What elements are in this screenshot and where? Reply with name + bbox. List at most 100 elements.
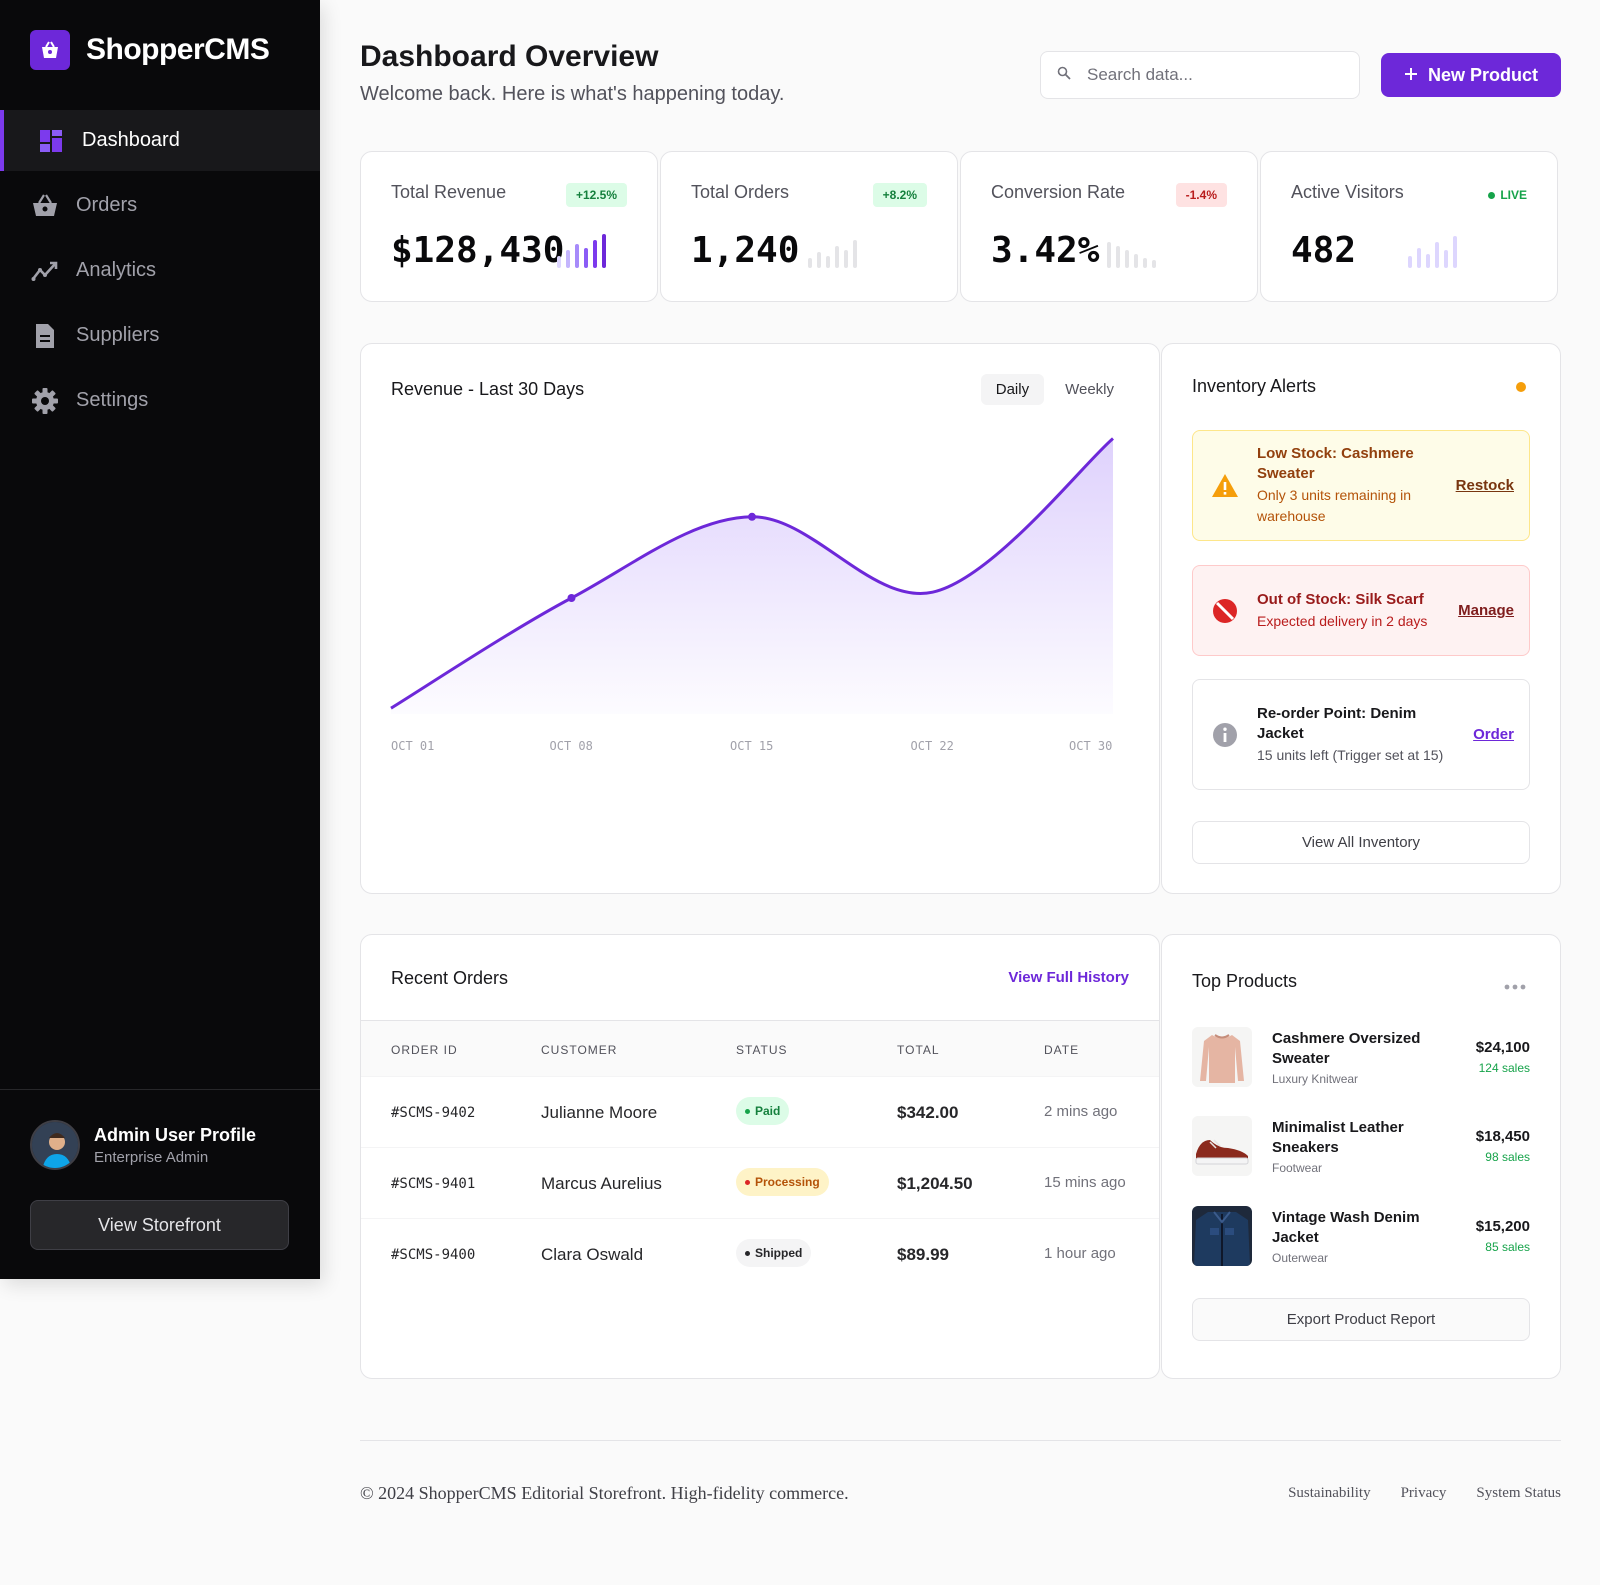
alert-indicator-dot — [1516, 382, 1526, 392]
brand[interactable]: ShopperCMS — [30, 30, 270, 70]
toggle-daily[interactable]: Daily — [980, 374, 1045, 405]
blocked-icon — [1211, 597, 1239, 625]
sidebar-item-orders[interactable]: Orders — [0, 175, 320, 236]
search-input[interactable] — [1087, 65, 1327, 85]
product-revenue: $15,200 — [1475, 1218, 1530, 1235]
denim-jacket-image — [1192, 1206, 1252, 1266]
stat-card-total-revenue: Total Revenue +12.5% $128,430 — [360, 151, 658, 302]
sidebar-item-dashboard[interactable]: Dashboard — [0, 110, 320, 171]
new-product-button[interactable]: New Product — [1381, 53, 1561, 97]
stat-value: 482 — [1291, 230, 1357, 271]
manage-link[interactable]: Manage — [1458, 602, 1514, 619]
product-sales: 124 sales — [1478, 1061, 1530, 1075]
export-product-report-button[interactable]: Export Product Report — [1192, 1298, 1530, 1341]
x-tick-label: OCT 22 — [910, 739, 954, 753]
gear-icon — [30, 386, 60, 416]
order-id: #SCMS-9401 — [391, 1176, 476, 1192]
search-icon — [1057, 66, 1071, 85]
sidebar-item-settings[interactable]: Settings — [0, 370, 320, 431]
footer-copyright: © 2024 ShopperCMS Editorial Storefront. … — [360, 1483, 849, 1503]
column-header: CUSTOMER — [541, 1043, 618, 1057]
sidebar-item-analytics[interactable]: Analytics — [0, 240, 320, 301]
table-row[interactable]: #SCMS-9402 Julianne Moore Paid $342.00 2… — [361, 1077, 1159, 1148]
footer-links: Sustainability Privacy System Status — [1288, 1485, 1561, 1502]
stat-label: Conversion Rate — [991, 182, 1126, 202]
footer-link-privacy[interactable]: Privacy — [1400, 1485, 1447, 1501]
sidebar-item-suppliers[interactable]: Suppliers — [0, 305, 320, 366]
live-dot-icon — [1488, 191, 1496, 199]
restock-link[interactable]: Restock — [1455, 477, 1514, 494]
customer-name: Julianne Moore — [541, 1103, 658, 1122]
live-label: LIVE — [1500, 188, 1527, 202]
view-all-inventory-button[interactable]: View All Inventory — [1192, 821, 1530, 864]
new-product-label: New Product — [1427, 64, 1538, 85]
alert-out-of-stock: Out of Stock: Silk Scarf Expected delive… — [1192, 565, 1530, 656]
footer-link-sustainability[interactable]: Sustainability — [1288, 1485, 1371, 1501]
stat-badge: +8.2% — [872, 183, 927, 207]
top-products-title: Top Products — [1192, 971, 1298, 991]
alert-title: Out of Stock: Silk Scarf — [1257, 590, 1424, 608]
recent-orders-card: Recent Orders View Full History ORDER ID… — [360, 934, 1160, 1379]
product-revenue: $24,100 — [1475, 1039, 1530, 1056]
product-item[interactable]: Minimalist Leather Sneakers Footwear $18… — [1192, 1115, 1530, 1177]
dashboard-icon — [36, 126, 66, 156]
order-total: $1,204.50 — [897, 1174, 973, 1193]
sidebar-nav: Dashboard Orders Analytics Suppliers Set… — [0, 110, 320, 435]
sparkline — [557, 232, 606, 268]
status-badge: Processing — [736, 1168, 829, 1196]
stat-value: 1,240 — [691, 230, 800, 271]
sidebar-footer: Admin User Profile Enterprise Admin View… — [0, 1089, 320, 1280]
stat-value: 3.42% — [991, 230, 1100, 271]
sparkline — [1408, 232, 1457, 268]
sweater-image — [1192, 1027, 1252, 1087]
page-title: Dashboard Overview — [360, 40, 659, 73]
stat-badge: -1.4% — [1175, 183, 1227, 207]
more-options-icon[interactable] — [1504, 977, 1526, 995]
alert-description: Expected delivery in 2 days — [1257, 612, 1428, 629]
table-row[interactable]: #SCMS-9400 Clara Oswald Shipped $89.99 1… — [361, 1219, 1159, 1290]
column-header: ORDER ID — [391, 1043, 458, 1057]
data-point[interactable] — [567, 594, 576, 602]
product-item[interactable]: Vintage Wash Denim Jacket Outerwear $15,… — [1192, 1205, 1530, 1267]
order-link[interactable]: Order — [1473, 726, 1514, 743]
sparkline — [1107, 232, 1156, 268]
sidebar-item-label: Suppliers — [76, 324, 160, 346]
stat-card-active-visitors: Active Visitors LIVE 482 — [1260, 151, 1558, 302]
product-category: Footwear — [1272, 1160, 1323, 1175]
x-tick-label: OCT 15 — [730, 739, 774, 753]
stat-label: Total Revenue — [391, 182, 507, 202]
order-id: #SCMS-9402 — [391, 1105, 476, 1121]
inventory-alerts-card: Inventory Alerts Low Stock: Cashmere Swe… — [1161, 343, 1561, 894]
order-date: 2 mins ago — [1044, 1103, 1118, 1120]
product-category: Outerwear — [1272, 1250, 1329, 1265]
revenue-chart-title: Revenue - Last 30 Days — [391, 379, 585, 399]
product-revenue: $18,450 — [1475, 1128, 1530, 1145]
table-row[interactable]: #SCMS-9401 Marcus Aurelius Processing $1… — [361, 1148, 1159, 1219]
order-total: $89.99 — [897, 1245, 949, 1264]
toggle-weekly[interactable]: Weekly — [1065, 381, 1114, 398]
recent-orders-title: Recent Orders — [391, 968, 509, 988]
data-point[interactable] — [748, 512, 756, 521]
product-name: Minimalist Leather Sneakers — [1272, 1118, 1404, 1156]
sidebar-item-label: Dashboard — [82, 129, 180, 151]
revenue-area-fill — [391, 438, 1113, 714]
search-box[interactable] — [1040, 51, 1360, 99]
sidebar-item-label: Settings — [76, 389, 149, 411]
status-badge: Shipped — [736, 1239, 812, 1267]
product-item[interactable]: Cashmere Oversized Sweater Luxury Knitwe… — [1192, 1026, 1530, 1088]
info-icon — [1211, 721, 1239, 749]
sidebar: ShopperCMS Dashboard Orders Analytics Su… — [0, 0, 320, 1279]
document-icon — [30, 321, 60, 351]
alert-title: Low Stock: Cashmere Sweater — [1257, 445, 1414, 482]
x-tick-label: OCT 01 — [391, 739, 435, 753]
column-header: STATUS — [736, 1043, 788, 1057]
view-storefront-button[interactable]: View Storefront — [30, 1200, 289, 1250]
sidebar-item-label: Analytics — [76, 259, 157, 281]
view-full-history-link[interactable]: View Full History — [1008, 969, 1129, 986]
top-products-card: Top Products Cashmere Oversized Sweater … — [1161, 934, 1561, 1379]
warning-icon — [1211, 472, 1239, 500]
status-badge: Paid — [736, 1097, 790, 1125]
user-profile[interactable]: Admin User Profile Enterprise Admin — [30, 1120, 290, 1170]
footer-link-system-status[interactable]: System Status — [1476, 1485, 1561, 1501]
footer-divider — [360, 1440, 1561, 1441]
